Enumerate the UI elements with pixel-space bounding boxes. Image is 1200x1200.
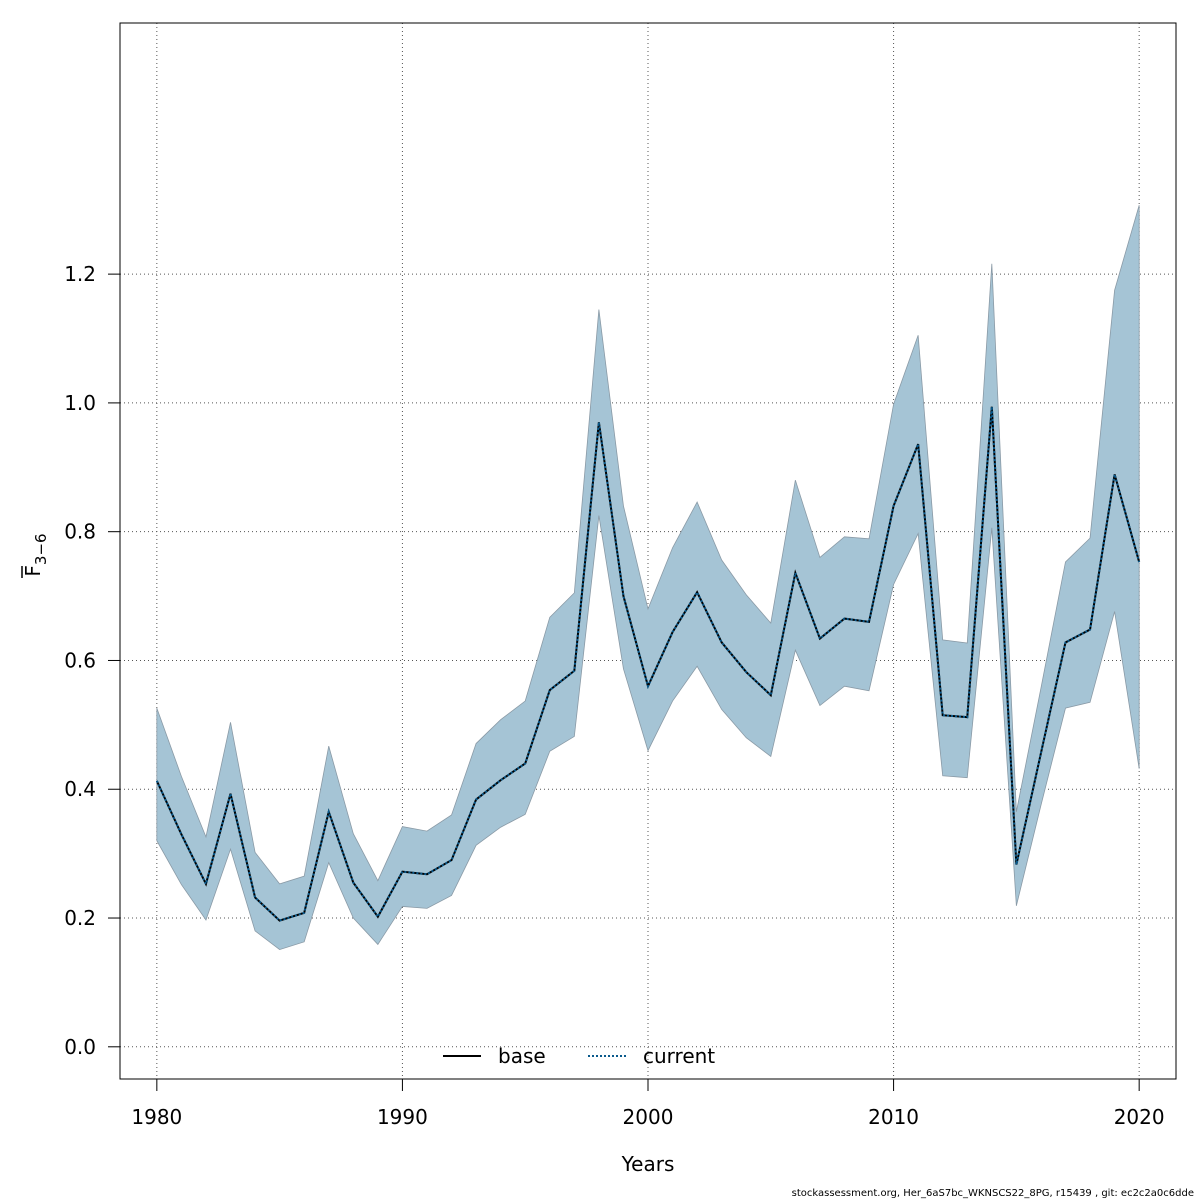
y-axis-title-subscript: 3−6 [32, 533, 50, 565]
x-axis-title: Years [621, 1152, 675, 1176]
x-tick-label: 2020 [1114, 1105, 1165, 1129]
x-tick-label: 1990 [377, 1105, 428, 1129]
x-tick-label: 2000 [623, 1105, 674, 1129]
y-tick-label: 0.8 [64, 520, 96, 544]
legend-label-base: base [498, 1044, 546, 1068]
footer-credit: stockassessment.org, Her_6aS7bc_WKNSCS22… [791, 1188, 1194, 1199]
x-tick-label: 2010 [868, 1105, 919, 1129]
y-tick-label: 0.4 [64, 777, 96, 801]
legend-label-current: current [643, 1044, 715, 1068]
y-tick-label: 0.2 [64, 906, 96, 930]
x-tick-label: 1980 [131, 1105, 182, 1129]
legend: base current [443, 1044, 715, 1068]
y-tick-label: 1.2 [64, 262, 96, 286]
y-tick-label: 0.0 [64, 1035, 96, 1059]
svg-text:F3−6: F3−6 [21, 533, 50, 576]
series-line-current [155, 406, 1141, 922]
y-tick-label: 0.6 [64, 648, 96, 672]
y-axis-title: F3−6 [21, 533, 50, 578]
y-tick-label: 1.0 [64, 391, 96, 415]
confidence-band [156, 205, 1140, 951]
y-axis-title-base: F [21, 565, 45, 577]
axes: 1980 1990 2000 2010 2020 0.0 0.2 0.4 0.6 0.8 1.0 1.… [64, 262, 1164, 1129]
